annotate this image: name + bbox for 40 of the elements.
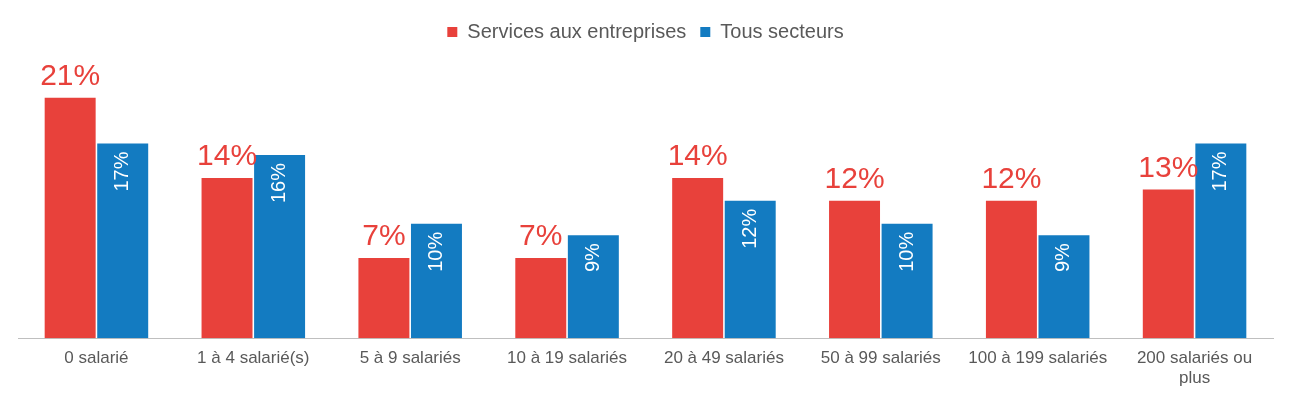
x-tick-label: 50 à 99 salariés <box>820 348 941 368</box>
data-label: 9% <box>1051 242 1074 273</box>
data-label: 21% <box>40 58 101 92</box>
data-label: 14% <box>197 138 258 172</box>
x-tick-label: 200 salariés ou plus <box>1136 348 1253 388</box>
data-label: 14% <box>667 138 728 172</box>
bar <box>1038 235 1090 339</box>
data-label: 7% <box>519 218 563 252</box>
data-label: 9% <box>580 242 603 273</box>
bar <box>672 177 724 339</box>
bar <box>44 97 96 339</box>
legend-label: Tous secteurs <box>720 19 844 42</box>
bar <box>881 223 933 339</box>
x-tick-label: 1 à 4 salarié(s) <box>197 348 310 368</box>
bar <box>985 200 1037 339</box>
data-label: 10% <box>894 231 917 272</box>
bar <box>515 258 567 339</box>
data-label: 7% <box>362 218 406 252</box>
bar <box>201 177 253 339</box>
data-label: 17% <box>110 151 133 192</box>
x-tick-label: 10 à 19 salariés <box>507 348 628 368</box>
x-tick-label: 5 à 9 salariés <box>359 348 461 368</box>
bar <box>254 155 306 339</box>
bar <box>829 200 881 339</box>
data-label: 12% <box>824 161 885 195</box>
x-tick-label: 20 à 49 salariés <box>663 348 784 368</box>
bar <box>567 235 619 339</box>
legend-label: Services aux entreprises <box>467 19 687 42</box>
bar <box>1142 189 1194 339</box>
data-label: 17% <box>1208 151 1231 192</box>
data-label: 10% <box>423 231 446 272</box>
bar <box>97 143 149 339</box>
data-label: 16% <box>267 162 290 204</box>
bar <box>410 223 462 339</box>
x-tick-label: 100 à 199 salariés <box>968 348 1108 368</box>
x-tick-label: 0 salarié <box>64 348 129 368</box>
data-label: 12% <box>981 161 1042 195</box>
bar <box>358 258 410 339</box>
bar <box>724 200 776 339</box>
data-label: 12% <box>737 208 760 249</box>
